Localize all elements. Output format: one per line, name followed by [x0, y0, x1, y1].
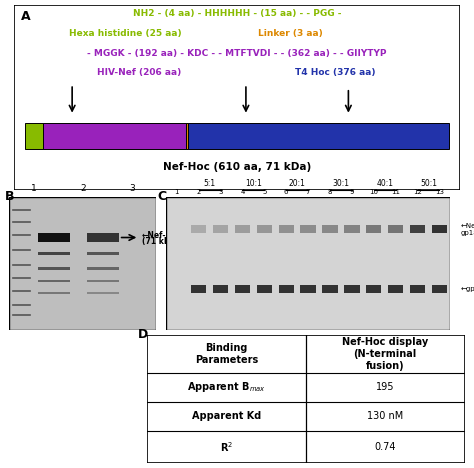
Bar [25, 123, 43, 149]
Bar [432, 225, 447, 233]
Bar [279, 225, 294, 233]
Bar [322, 285, 337, 292]
Text: D: D [137, 328, 148, 341]
Text: 11: 11 [391, 189, 400, 195]
Text: Apparent Kd: Apparent Kd [191, 411, 261, 421]
Text: gp18: gp18 [460, 230, 474, 235]
Bar [191, 225, 206, 233]
Bar [279, 285, 294, 292]
Text: 1: 1 [174, 189, 179, 195]
Text: 1: 1 [31, 183, 37, 192]
Bar [213, 285, 228, 292]
Bar [87, 267, 118, 270]
Text: ←Nef-Hoc: ←Nef-Hoc [142, 231, 182, 240]
Bar [432, 285, 447, 292]
Text: Nef-Hoc (610 aa, 71 kDa): Nef-Hoc (610 aa, 71 kDa) [163, 162, 311, 172]
Text: T4 Hoc (376 aa): T4 Hoc (376 aa) [295, 68, 375, 78]
Text: A: A [21, 10, 30, 23]
Bar [344, 285, 359, 292]
Bar [322, 225, 337, 233]
Text: 13: 13 [435, 189, 444, 195]
Text: 2: 2 [80, 183, 86, 192]
Text: 10:1: 10:1 [245, 179, 262, 188]
Text: 50:1: 50:1 [420, 179, 437, 188]
Bar [43, 123, 186, 149]
Text: Apparent B$_{max}$: Apparent B$_{max}$ [187, 380, 266, 395]
Bar [344, 225, 359, 233]
Text: 30:1: 30:1 [332, 179, 349, 188]
Bar [87, 233, 118, 242]
Text: Nef-Hoc display
(N-terminal
fusion): Nef-Hoc display (N-terminal fusion) [342, 337, 428, 371]
Text: 2: 2 [197, 189, 201, 195]
Text: 5: 5 [262, 189, 266, 195]
Text: - MGGK - (192 aa) - KDC - - MTFTVDI - - (362 aa) - - GIIYTYP: - MGGK - (192 aa) - KDC - - MTFTVDI - - … [87, 49, 387, 58]
Text: (71 kDa): (71 kDa) [142, 237, 179, 247]
Bar [38, 267, 70, 270]
Text: 8: 8 [328, 189, 332, 195]
Text: 12: 12 [413, 189, 422, 195]
Bar [301, 285, 316, 292]
Bar [38, 279, 70, 282]
Bar [191, 285, 206, 292]
Bar [38, 252, 70, 255]
Text: C: C [157, 190, 166, 203]
Text: 20:1: 20:1 [289, 179, 306, 188]
Text: HIV-Nef (206 aa): HIV-Nef (206 aa) [97, 68, 181, 78]
Bar [388, 285, 403, 292]
Bar [87, 252, 118, 255]
Bar [366, 225, 382, 233]
Bar [366, 285, 382, 292]
Text: Binding
Parameters: Binding Parameters [195, 343, 258, 365]
Bar [186, 123, 188, 149]
Bar [301, 225, 316, 233]
Bar [257, 285, 272, 292]
Text: 7: 7 [306, 189, 310, 195]
Text: B: B [5, 190, 14, 203]
Bar [38, 292, 70, 294]
Text: ←Nef-Hoc: ←Nef-Hoc [460, 223, 474, 229]
Bar [410, 285, 425, 292]
Text: R$^{2}$: R$^{2}$ [220, 440, 233, 454]
Bar [188, 123, 448, 149]
Text: 4: 4 [240, 189, 245, 195]
Text: 10: 10 [369, 189, 378, 195]
Text: 130 nM: 130 nM [367, 411, 403, 421]
Text: 6: 6 [284, 189, 289, 195]
Bar [87, 292, 118, 294]
Bar [87, 279, 118, 282]
Bar [257, 225, 272, 233]
Bar [235, 285, 250, 292]
Text: 40:1: 40:1 [376, 179, 393, 188]
Text: 3: 3 [219, 189, 223, 195]
Text: 3: 3 [129, 183, 135, 192]
Bar [213, 225, 228, 233]
Text: 195: 195 [376, 382, 394, 392]
Text: Linker (3 aa): Linker (3 aa) [258, 29, 323, 38]
Text: 0.74: 0.74 [374, 442, 396, 452]
Text: NH2 - (4 aa) - HHHHHH - (15 aa) - - PGG -: NH2 - (4 aa) - HHHHHH - (15 aa) - - PGG … [133, 9, 341, 18]
Bar [410, 225, 425, 233]
Text: Hexa histidine (25 aa): Hexa histidine (25 aa) [69, 29, 182, 38]
Bar [388, 225, 403, 233]
Bar [235, 225, 250, 233]
Text: 5:1: 5:1 [204, 179, 216, 188]
Text: ←gp23*: ←gp23* [460, 285, 474, 292]
Bar [38, 233, 70, 242]
Text: 9: 9 [350, 189, 354, 195]
